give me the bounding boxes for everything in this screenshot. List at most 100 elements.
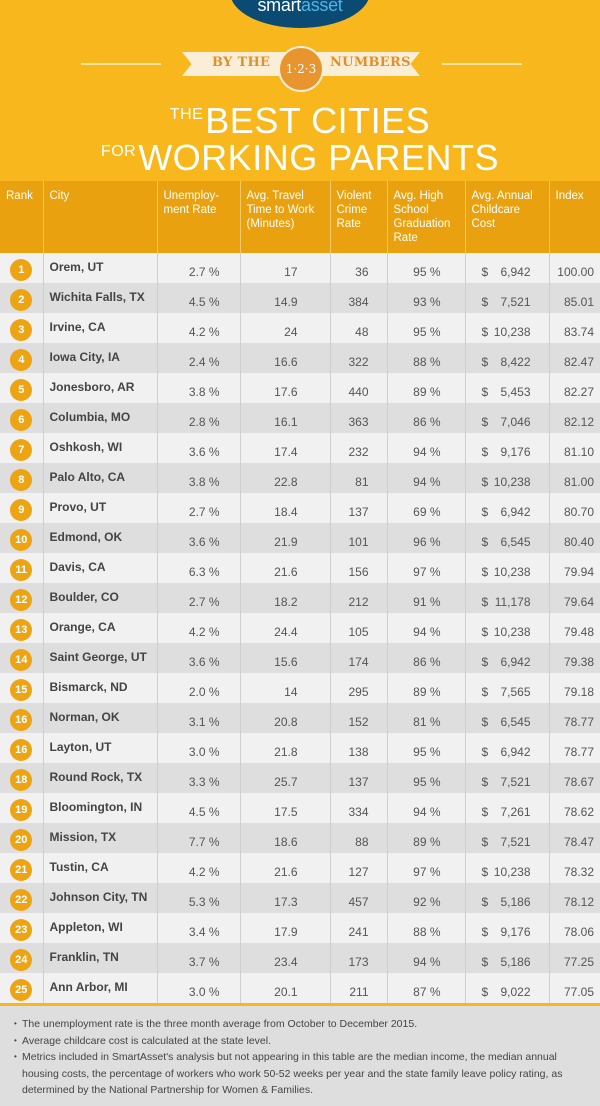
crime-cell: 363	[330, 403, 388, 433]
graduation-cell: 95 %	[387, 313, 466, 343]
index-cell: 78.06	[549, 913, 600, 943]
city-cell: Franklin, TN	[43, 943, 158, 973]
rank-badge: 25	[10, 978, 33, 1001]
childcare-value: 7,046	[500, 415, 531, 429]
table-row: 10 Edmond, OK 3.6 % 21.9 101 96 % $6,545 80.40	[0, 523, 600, 553]
childcare-cell: $7,261	[465, 793, 550, 823]
index-cell: 78.62	[549, 793, 600, 823]
title-working-parents: WORKING PARENTS	[138, 137, 500, 178]
city-cell: Ann Arbor, MI	[43, 973, 158, 1003]
travel-time-cell: 14	[240, 673, 331, 703]
index-cell: 78.67	[549, 763, 600, 793]
graduation-cell: 94 %	[387, 433, 466, 463]
header-rank: Rank	[0, 181, 44, 253]
header-crime: Violent Crime Rate	[330, 181, 388, 253]
childcare-value: 6,942	[500, 265, 531, 279]
travel-time-cell: 23.4	[240, 943, 331, 973]
childcare-value: 5,453	[500, 385, 531, 399]
crime-cell: 156	[330, 553, 388, 583]
travel-time-cell: 17.6	[240, 373, 331, 403]
unemployment-cell: 4.2 %	[157, 313, 241, 343]
city-cell: Bloomington, IN	[43, 793, 158, 823]
unemployment-cell: 2.4 %	[157, 343, 241, 373]
currency-symbol: $	[481, 655, 489, 669]
childcare-value: 5,186	[500, 895, 531, 909]
unemployment-cell: 2.8 %	[157, 403, 241, 433]
header-travel-time: Avg. Travel Time to Work (Minutes)	[240, 181, 331, 253]
crime-cell: 152	[330, 703, 388, 733]
rank-cell: 2	[0, 283, 44, 313]
currency-symbol: $	[481, 925, 489, 939]
travel-time-cell: 21.6	[240, 853, 331, 883]
header-unemployment: Unemploy-ment Rate	[157, 181, 241, 253]
city-cell: Tustin, CA	[43, 853, 158, 883]
table-row: 1 Orem, UT 2.7 % 17 36 95 % $6,942 100.00	[0, 253, 600, 283]
childcare-cell: $6,545	[465, 703, 550, 733]
table-row: 12 Boulder, CO 2.7 % 18.2 212 91 % $11,178 79.6…	[0, 583, 600, 613]
unemployment-cell: 3.4 %	[157, 913, 241, 943]
rank-badge: 14	[10, 648, 33, 671]
index-cell: 79.48	[549, 613, 600, 643]
index-cell: 78.77	[549, 733, 600, 763]
unemployment-cell: 2.7 %	[157, 583, 241, 613]
currency-symbol: $	[481, 505, 489, 519]
crime-cell: 440	[330, 373, 388, 403]
city-cell: Irvine, CA	[43, 313, 158, 343]
rank-cell: 13	[0, 613, 44, 643]
rank-cell: 15	[0, 673, 44, 703]
index-cell: 81.10	[549, 433, 600, 463]
index-cell: 77.25	[549, 943, 600, 973]
table-row: 11 Davis, CA 6.3 % 21.6 156 97 % $10,238 79.94	[0, 553, 600, 583]
index-cell: 82.47	[549, 343, 600, 373]
travel-time-cell: 20.8	[240, 703, 331, 733]
childcare-value: 11,178	[494, 595, 531, 609]
city-cell: Round Rock, TX	[43, 763, 158, 793]
rank-cell: 23	[0, 913, 44, 943]
travel-time-cell: 15.6	[240, 643, 331, 673]
childcare-value: 8,422	[500, 355, 531, 369]
childcare-cell: $11,178	[465, 583, 550, 613]
index-cell: 79.64	[549, 583, 600, 613]
city-cell: Orem, UT	[43, 253, 158, 283]
graduation-cell: 94 %	[387, 793, 466, 823]
rank-cell: 3	[0, 313, 44, 343]
unemployment-cell: 6.3 %	[157, 553, 241, 583]
crime-cell: 138	[330, 733, 388, 763]
travel-time-cell: 24.4	[240, 613, 331, 643]
city-cell: Johnson City, TN	[43, 883, 158, 913]
crime-cell: 101	[330, 523, 388, 553]
currency-symbol: $	[481, 835, 489, 849]
graduation-cell: 89 %	[387, 373, 466, 403]
childcare-value: 7,521	[500, 295, 531, 309]
rank-badge: 23	[10, 918, 33, 941]
index-cell: 79.94	[549, 553, 600, 583]
index-cell: 100.00	[549, 253, 600, 283]
currency-symbol: $	[481, 475, 489, 489]
index-cell: 80.70	[549, 493, 600, 523]
crime-cell: 127	[330, 853, 388, 883]
table-row: 16 Norman, OK 3.1 % 20.8 152 81 % $6,545 78.77	[0, 703, 600, 733]
childcare-value: 6,545	[500, 715, 531, 729]
childcare-cell: $5,453	[465, 373, 550, 403]
childcare-value: 7,565	[500, 685, 531, 699]
city-cell: Mission, TX	[43, 823, 158, 853]
graduation-cell: 97 %	[387, 553, 466, 583]
childcare-cell: $7,521	[465, 763, 550, 793]
childcare-cell: $10,238	[465, 463, 550, 493]
travel-time-cell: 17.9	[240, 913, 331, 943]
table-row: 24 Franklin, TN 3.7 % 23.4 173 94 % $5,186 77.2…	[0, 943, 600, 973]
unemployment-cell: 3.8 %	[157, 373, 241, 403]
footnotes: The unemployment rate is the three month…	[0, 1006, 600, 1106]
childcare-value: 9,176	[500, 445, 531, 459]
graduation-cell: 89 %	[387, 823, 466, 853]
childcare-value: 10,238	[493, 865, 531, 879]
childcare-cell: $10,238	[465, 853, 550, 883]
unemployment-cell: 5.3 %	[157, 883, 241, 913]
currency-symbol: $	[481, 865, 489, 879]
childcare-value: 9,022	[500, 985, 531, 999]
rank-badge: 3	[10, 318, 33, 341]
currency-symbol: $	[481, 595, 489, 609]
crime-cell: 105	[330, 613, 388, 643]
currency-symbol: $	[481, 775, 489, 789]
crime-cell: 334	[330, 793, 388, 823]
